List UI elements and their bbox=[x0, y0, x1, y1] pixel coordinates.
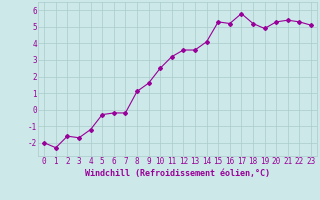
X-axis label: Windchill (Refroidissement éolien,°C): Windchill (Refroidissement éolien,°C) bbox=[85, 169, 270, 178]
